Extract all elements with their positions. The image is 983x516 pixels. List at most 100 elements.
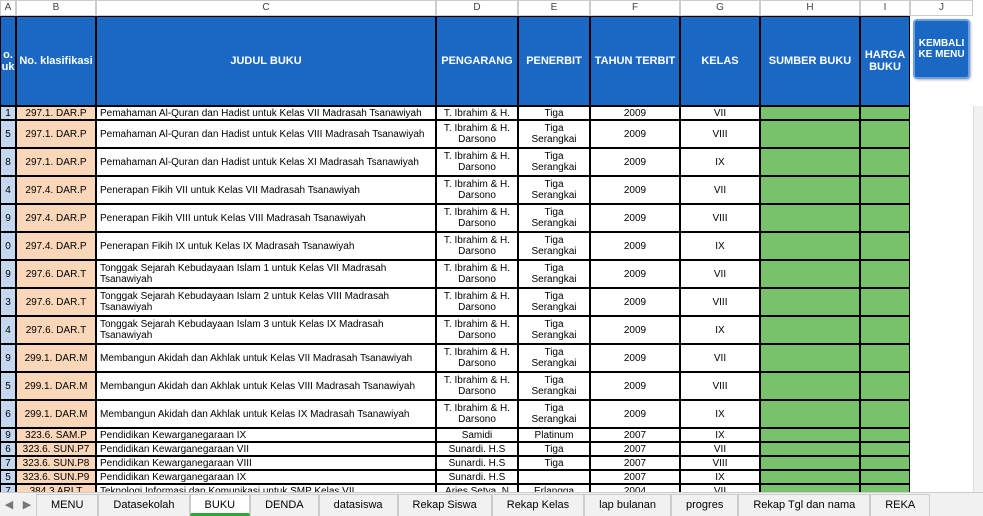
cell-d[interactable]: T. Ibrahim & H. Darsono [436,260,518,288]
sheet-tab-buku[interactable]: BUKU [190,494,251,516]
cell-f[interactable]: 2007 [590,456,680,470]
cell-i[interactable] [860,470,910,484]
cell-d[interactable]: T. Ibrahim & H. Darsono [436,176,518,204]
cell-b[interactable]: 297.1. DAR.P [16,106,96,120]
sheet-tab-rekap-tgl-dan-nama[interactable]: Rekap Tgl dan nama [738,494,870,516]
cell-f[interactable]: 2009 [590,232,680,260]
cell-c[interactable]: Pemahaman Al-Quran dan Hadist untuk Kela… [96,106,436,120]
cell-f[interactable]: 2009 [590,316,680,344]
cell-b[interactable]: 297.4. DAR.P [16,232,96,260]
cell-a[interactable]: 5 [0,372,16,400]
cell-d[interactable]: T. Ibrahim & H. Darsono [436,316,518,344]
cell-b[interactable]: 297.4. DAR.P [16,176,96,204]
cell-c[interactable]: Pemahaman Al-Quran dan Hadist untuk Kela… [96,120,436,148]
tab-next-icon[interactable]: ▶ [18,494,36,516]
cell-c[interactable]: Penerapan Fikih IX untuk Kelas IX Madras… [96,232,436,260]
cell-j[interactable] [910,106,973,120]
cell-g[interactable]: VII [680,260,760,288]
cell-j[interactable] [910,470,973,484]
cell-f[interactable]: 2009 [590,106,680,120]
cell-b[interactable]: 323.6. SAM.P [16,428,96,442]
cell-i[interactable] [860,316,910,344]
cell-i[interactable] [860,204,910,232]
sheet-tab-rekap-siswa[interactable]: Rekap Siswa [398,494,492,516]
cell-e[interactable]: Tiga [518,442,590,456]
cell-h[interactable] [760,442,860,456]
cell-e[interactable]: Tiga Serangkai [518,372,590,400]
cell-f[interactable]: 2009 [590,288,680,316]
cell-i[interactable] [860,260,910,288]
cell-h[interactable] [760,148,860,176]
cell-h[interactable] [760,176,860,204]
cell-c[interactable]: Pendidikan Kewarganegaraan VIII [96,456,436,470]
cell-g[interactable]: VIII [680,120,760,148]
sheet-tab-lap-bulanan[interactable]: lap bulanan [584,494,671,516]
cell-a[interactable]: 5 [0,120,16,148]
cell-f[interactable]: 2009 [590,120,680,148]
cell-d[interactable]: T. Ibrahim & H. Darsono [436,372,518,400]
cell-e[interactable]: Tiga Serangkai [518,120,590,148]
cell-d[interactable]: Sunardi. H.S [436,456,518,470]
cell-a[interactable]: 5 [0,470,16,484]
cell-c[interactable]: Membangun Akidah dan Akhlak untuk Kelas … [96,372,436,400]
cell-i[interactable] [860,442,910,456]
cell-d[interactable]: T. Ibrahim & H. Darsono [436,232,518,260]
cell-h[interactable] [760,232,860,260]
cell-e[interactable]: Tiga Serangkai [518,288,590,316]
cell-d[interactable]: Sunardi. H.S [436,442,518,456]
cell-c[interactable]: Tonggak Sejarah Kebudayaan Islam 2 untuk… [96,288,436,316]
cell-e[interactable]: Tiga Serangkai [518,316,590,344]
sheet-tab-datasiswa[interactable]: datasiswa [319,494,398,516]
cell-h[interactable] [760,470,860,484]
cell-g[interactable]: IX [680,400,760,428]
cell-b[interactable]: 323.6. SUN.P7 [16,442,96,456]
cell-j[interactable] [910,400,973,428]
vertical-scrollbar[interactable] [973,106,983,492]
cell-i[interactable] [860,400,910,428]
cell-c[interactable]: Pendidikan Kewarganegaraan IX [96,428,436,442]
sheet-tab-datasekolah[interactable]: Datasekolah [98,494,189,516]
cell-d[interactable]: Samidi [436,428,518,442]
cell-a[interactable]: 9 [0,428,16,442]
cell-i[interactable] [860,148,910,176]
cell-f[interactable]: 2009 [590,400,680,428]
cell-f[interactable]: 2007 [590,442,680,456]
cell-a[interactable]: 7 [0,456,16,470]
cell-f[interactable]: 2009 [590,148,680,176]
cell-j[interactable] [910,232,973,260]
cell-a[interactable]: 9 [0,260,16,288]
kembali-ke-menu-button[interactable]: KEMBALI KE MENU [913,19,970,79]
cell-e[interactable]: Tiga Serangkai [518,344,590,372]
cell-e[interactable]: Tiga Serangkai [518,260,590,288]
cell-g[interactable]: IX [680,148,760,176]
cell-f[interactable]: 2007 [590,470,680,484]
cell-g[interactable]: VIII [680,372,760,400]
sheet-tab-rekap-kelas[interactable]: Rekap Kelas [492,494,584,516]
cell-e[interactable]: Tiga Serangkai [518,400,590,428]
cell-j[interactable] [910,344,973,372]
cell-d[interactable]: T. Ibrahim & H. Darsono [436,288,518,316]
cell-i[interactable] [860,372,910,400]
cell-j[interactable] [910,120,973,148]
cell-j[interactable] [910,442,973,456]
cell-g[interactable]: VII [680,344,760,372]
cell-e[interactable] [518,470,590,484]
cell-h[interactable] [760,288,860,316]
cell-j[interactable] [910,176,973,204]
cell-g[interactable]: VII [680,442,760,456]
cell-j[interactable] [910,148,973,176]
cell-i[interactable] [860,344,910,372]
cell-d[interactable]: T. Ibrahim & H. Darsono [436,204,518,232]
cell-g[interactable]: IX [680,470,760,484]
cell-b[interactable]: 299.1. DAR.M [16,372,96,400]
cell-a[interactable]: 9 [0,344,16,372]
cell-b[interactable]: 323.6. SUN.P8 [16,456,96,470]
cell-f[interactable]: 2009 [590,344,680,372]
tab-prev-icon[interactable]: ◀ [0,494,18,516]
sheet-tab-denda[interactable]: DENDA [250,494,319,516]
cell-e[interactable]: Platinum [518,428,590,442]
cell-h[interactable] [760,316,860,344]
cell-c[interactable]: Membangun Akidah dan Akhlak untuk Kelas … [96,344,436,372]
cell-e[interactable]: Tiga [518,106,590,120]
cell-d[interactable]: T. Ibrahim & H. [436,106,518,120]
